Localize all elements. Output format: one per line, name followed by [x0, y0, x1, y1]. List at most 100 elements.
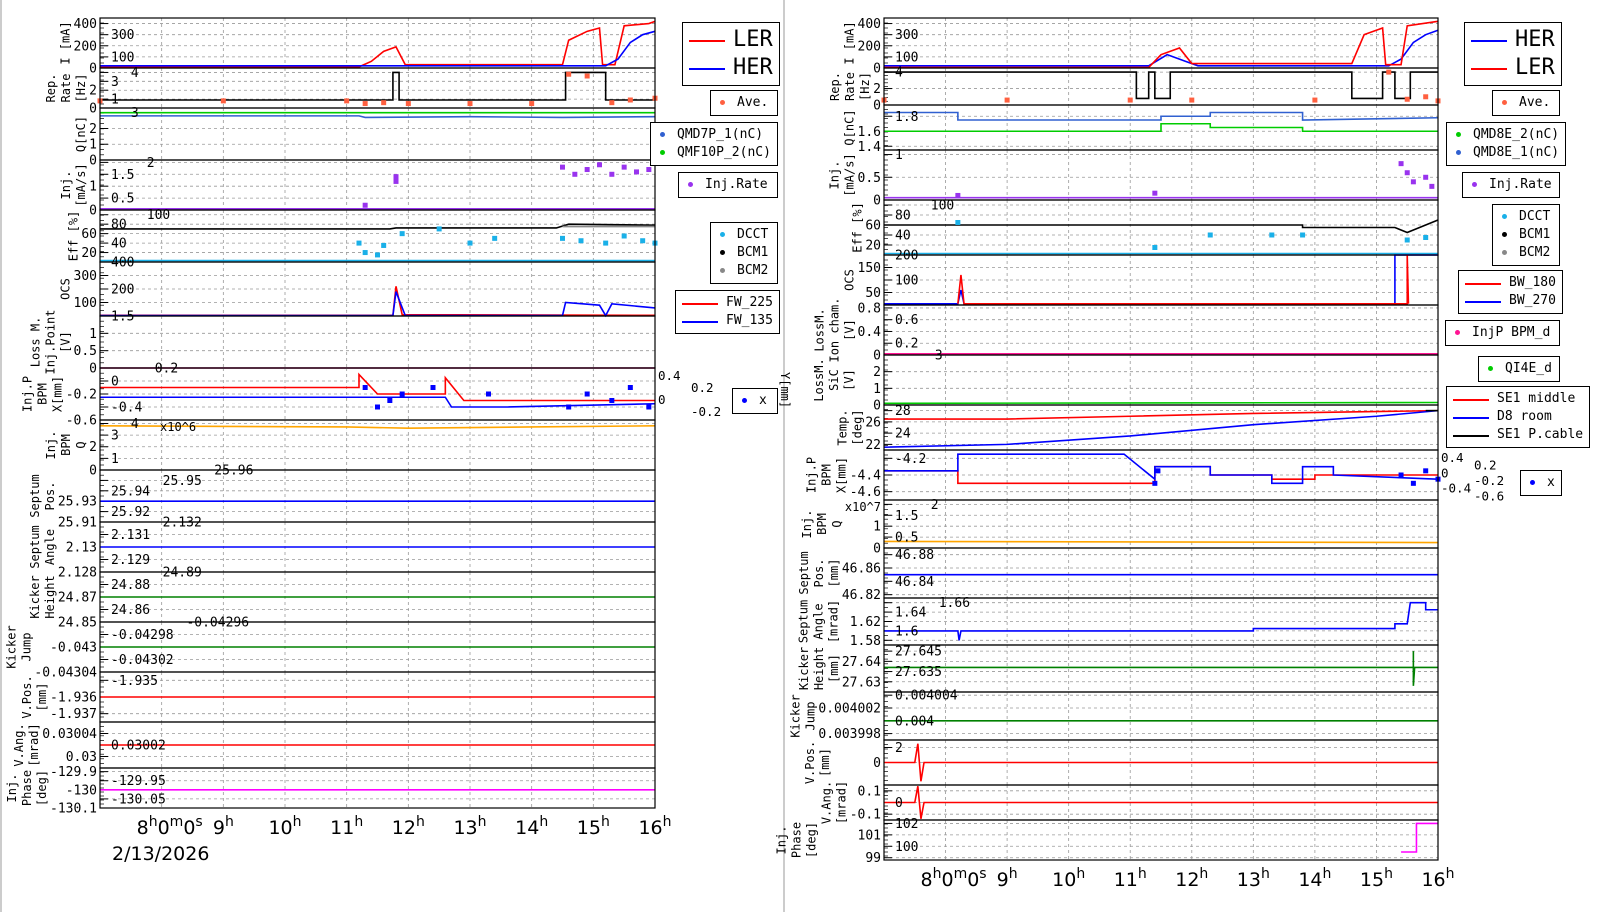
y-axis-label: Eff [%]	[850, 202, 864, 253]
y-axis-label: Rep.	[44, 74, 58, 103]
y-axis-label: [V]	[59, 331, 73, 353]
x-tick-label: 9h	[997, 866, 1018, 891]
legend: SE1 middle D8 room SE1 P.cable	[1446, 386, 1591, 448]
legend-item: Ave.	[717, 94, 771, 112]
legend-label: QMF10P_2(nC)	[677, 145, 771, 160]
legend-label: BW_180	[1509, 275, 1556, 290]
legend-label: DCCT	[1519, 209, 1551, 224]
series-line-ph	[1401, 822, 1438, 853]
y-tick-label: 0.5	[74, 344, 97, 359]
data-point	[1404, 96, 1410, 102]
series-line-Rate	[884, 71, 1438, 100]
legend-label: SE1 P.cable	[1497, 427, 1584, 442]
y-tick-label: 0.8	[858, 301, 881, 316]
legend: QMD8E_2(nC) QMD8E_1(nC)	[1446, 122, 1567, 166]
y-tick-label: 60	[865, 219, 881, 234]
y-tick-label: 0.03	[66, 750, 97, 765]
legend-label: BCM2	[737, 263, 769, 278]
legend-label: HER	[1515, 27, 1555, 52]
series-line-h	[884, 651, 1438, 686]
legend-item: BCM1	[717, 244, 771, 262]
y-tick-label: 0.5	[858, 171, 881, 186]
legend: BW_180 BW_270	[1458, 270, 1563, 314]
data-point	[375, 252, 380, 258]
legend-label: D8 room	[1497, 409, 1552, 424]
series-line-HER	[100, 30, 656, 67]
y-tick-label: 24.88	[111, 578, 150, 593]
y-tick-label: 1.66	[939, 596, 970, 611]
y-axis-label: Inj.	[59, 171, 73, 200]
legend-item: BW_270	[1465, 292, 1556, 310]
data-point	[1312, 97, 1318, 103]
y-axis-label: [mm]	[827, 559, 841, 588]
x-tick-label: 12h	[1175, 866, 1208, 891]
y-tick-label: 100	[111, 50, 134, 65]
legend-item: QMF10P_2(nC)	[657, 144, 771, 162]
y-axis-label: V.Pos.	[20, 675, 34, 718]
data-point	[584, 391, 590, 397]
y-axis-label: [mm]	[35, 683, 49, 712]
panel: 50 100 150 200 OCS	[843, 249, 1439, 306]
y-axis-label: [mrad]	[827, 600, 841, 643]
y-tick-label: 50	[865, 286, 881, 301]
y-tick-label: 200	[111, 283, 134, 298]
dot-marker-icon	[717, 266, 729, 276]
y-tick-label: 0	[873, 349, 881, 364]
data-point	[621, 233, 627, 239]
data-point	[399, 391, 405, 397]
series-line-FW_135	[100, 291, 656, 318]
legend-item: BCM2	[717, 262, 771, 280]
panel-frame	[883, 499, 1439, 549]
series-line-BW_270	[884, 254, 1438, 305]
y-axis-label: Jump	[803, 702, 817, 731]
data-point	[1004, 97, 1010, 103]
y-tick-label: -0.4	[111, 401, 142, 416]
panel: 0.003998 0.004 0.004002 0.004004 Kicker Jump	[788, 689, 1439, 742]
legend-item: QMD7P_1(nC)	[657, 126, 771, 144]
y-axis-label: OCS	[843, 269, 857, 291]
y-axis-label: [deg]	[35, 770, 49, 806]
dot-marker-icon	[739, 396, 751, 406]
legend-item: QI4E_d	[1485, 360, 1553, 378]
panel-frame	[99, 67, 656, 109]
y-tick-label: 0.03002	[111, 739, 166, 754]
y-tick-label: 2	[895, 741, 903, 756]
data-point	[627, 385, 633, 390]
data-point	[362, 250, 368, 256]
y-tick-label: -0.6	[66, 414, 97, 429]
y-axis-label: Ion cham.	[828, 297, 842, 362]
data-point	[362, 385, 368, 390]
data-point	[560, 235, 565, 241]
y-tick-label: 46.82	[842, 588, 881, 603]
data-point	[1398, 161, 1404, 167]
y-tick-label: 1.5	[111, 310, 134, 325]
legend: LER HER	[682, 22, 780, 86]
data-point	[393, 178, 399, 184]
y-axis-label: Inj.	[5, 774, 19, 803]
dot-marker-icon	[1499, 230, 1511, 240]
y-axis-label: Q	[830, 520, 844, 527]
line-marker-icon	[1471, 63, 1507, 73]
y-tick-label: 24.87	[58, 591, 97, 606]
y-tick-label: 4	[131, 417, 139, 432]
legend: Ave.	[710, 90, 778, 116]
y-axis-exponent: x10^6	[160, 420, 196, 434]
y-axis-label: BPM	[59, 434, 73, 456]
y-axis-label: Phase	[20, 770, 34, 806]
data-point	[1423, 94, 1429, 100]
y-axis-label: V.Pos.	[803, 741, 817, 784]
data-point	[627, 97, 633, 103]
y-axis-label: Pos.	[43, 482, 57, 511]
y-tick-label: -0.04302	[111, 653, 174, 668]
data-point	[578, 238, 584, 244]
series-line-x	[884, 453, 1439, 485]
y-axis-label: [V]	[843, 319, 857, 341]
dot-marker-icon	[717, 230, 729, 240]
legend-label: LER	[733, 27, 773, 52]
x-tick-label: 8h0m0s	[137, 814, 203, 839]
y-axis-label: Jump	[19, 633, 33, 662]
data-point	[584, 73, 590, 79]
legend-label: LER	[1515, 55, 1555, 80]
